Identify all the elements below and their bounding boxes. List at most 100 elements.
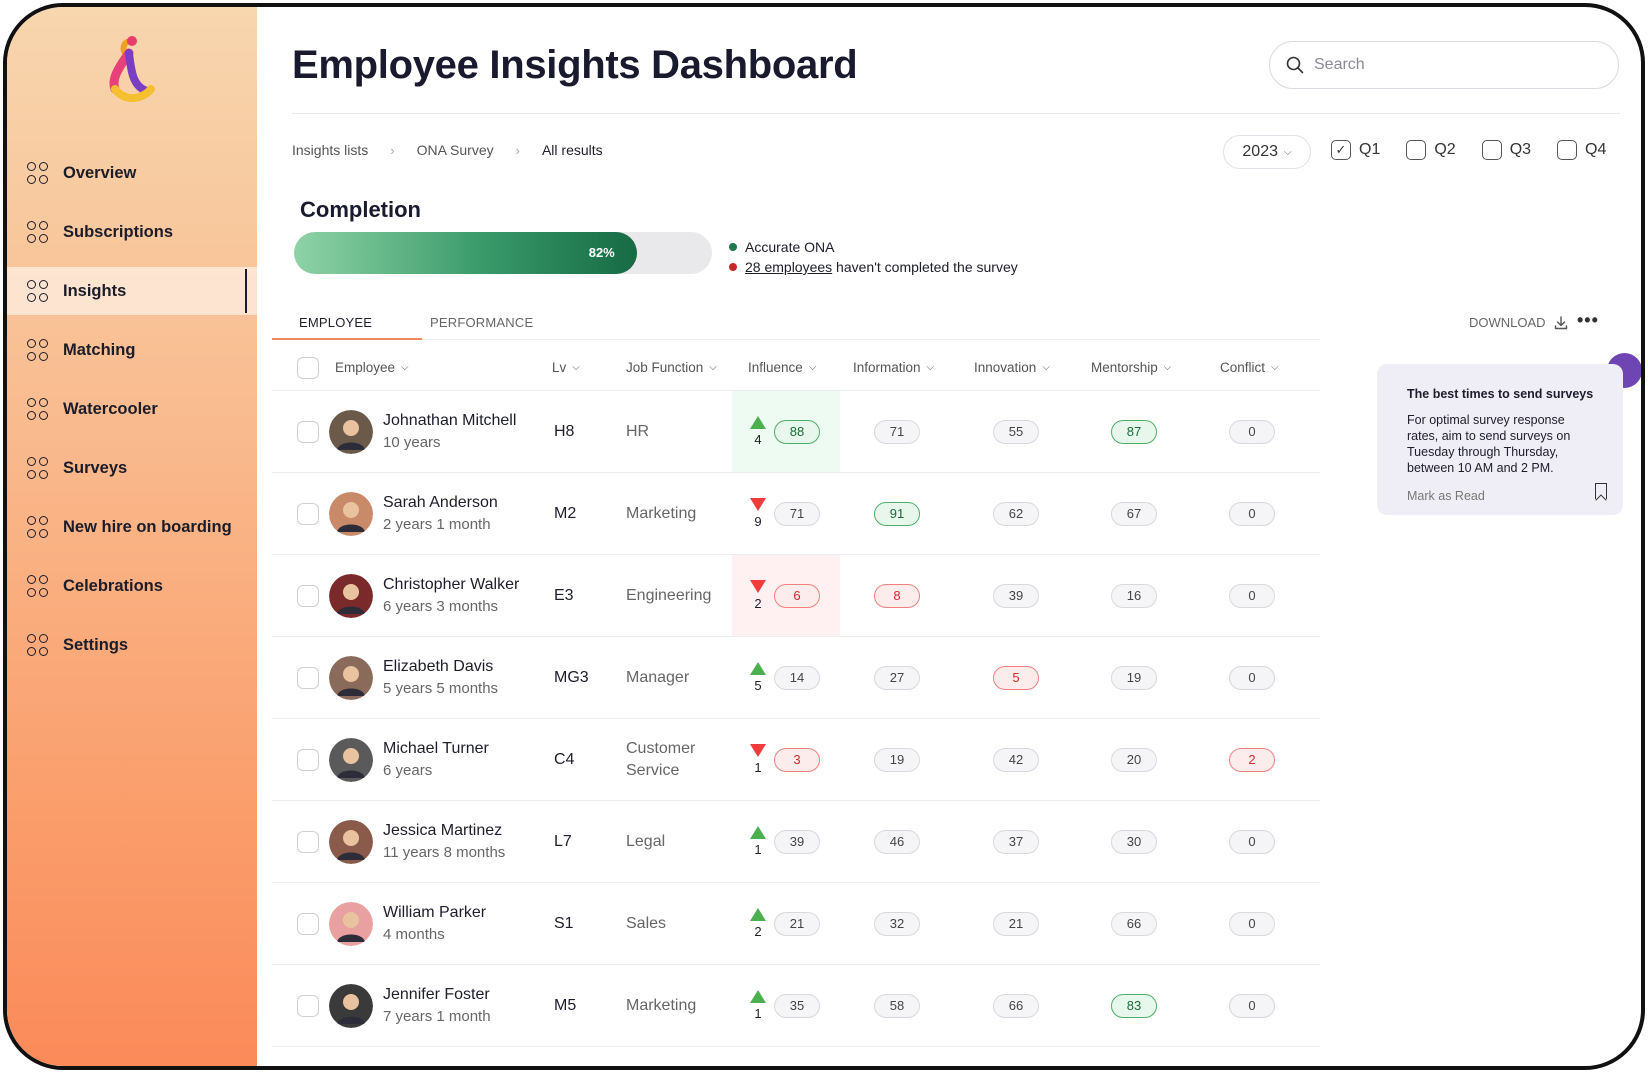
information-score: 58 (874, 993, 920, 1018)
row-checkbox[interactable] (297, 830, 319, 853)
chevron-down-icon: ⌵ (808, 362, 817, 373)
red-dot-icon (729, 263, 737, 271)
completion-title: Completion (300, 197, 421, 222)
header-employee[interactable]: Employee ⌵ (335, 360, 409, 375)
sidebar-item-watercooler[interactable]: Watercooler (7, 385, 257, 433)
breadcrumb-insights-lists[interactable]: Insights lists (292, 142, 369, 158)
header-employee-label: Employee (335, 360, 396, 375)
header-divider (292, 113, 1620, 114)
search-input[interactable] (1314, 56, 1594, 74)
grid-icon (27, 457, 49, 479)
sidebar-item-insights[interactable]: Insights (7, 267, 257, 315)
employee-name[interactable]: Christopher Walker (383, 576, 520, 593)
avatar (329, 737, 373, 782)
chevron-right-icon: › (390, 142, 395, 158)
table-row[interactable]: Elizabeth Davis 5 years 5 months MG3 Manage… (272, 637, 1320, 719)
innovation-score: 66 (993, 993, 1039, 1018)
trend-down-icon (750, 498, 766, 511)
table-row[interactable]: Johnathan Mitchell 10 years H8 HR 4 88 71 55 87 0 (272, 391, 1320, 473)
information-score: 19 (874, 747, 920, 772)
sidebar-item-celebrations[interactable]: Celebrations (7, 562, 257, 610)
sidebar-item-new-hire-on-boarding[interactable]: New hire on boarding (7, 503, 257, 551)
row-checkbox[interactable] (297, 502, 319, 525)
employee-tenure: 7 years 1 month (383, 1008, 491, 1025)
legend-accurate-ona: Accurate ONA (745, 239, 835, 255)
employee-level: C4 (554, 750, 575, 768)
quarter-q4-checkbox[interactable]: Q4 (1557, 140, 1606, 160)
table-row[interactable]: Jessica Martinez 11 years 8 months L7 Legal… (272, 801, 1320, 883)
row-checkbox[interactable] (297, 584, 319, 607)
quarter-q3-checkbox[interactable]: Q3 (1481, 140, 1531, 160)
employee-name[interactable]: Elizabeth Davis (383, 658, 494, 675)
completion-legend: Accurate ONA 28 employees haven't comple… (729, 237, 1018, 277)
tab-performance[interactable]: PERFORMANCE (430, 315, 534, 330)
select-all-checkbox[interactable] (297, 356, 319, 379)
avatar (329, 491, 373, 536)
employee-table: Employee ⌵ Lv ⌵ Job Function ⌵ Influence ⌵ I… (272, 345, 1320, 1047)
sidebar-item-label: Overview (63, 163, 137, 182)
quarter-q1-checkbox[interactable]: ✓ Q1 (1331, 140, 1380, 160)
table-row[interactable]: Christopher Walker 6 years 3 months E3 Engi… (272, 555, 1320, 637)
header-mentorship[interactable]: Mentorship ⌵ (1091, 360, 1171, 375)
header-information[interactable]: Information ⌵ (853, 360, 934, 375)
app-logo (109, 36, 155, 102)
employee-name[interactable]: Johnathan Mitchell (383, 412, 517, 429)
mark-as-read-link[interactable]: Mark as Read (1407, 489, 1485, 503)
employees-link[interactable]: 28 employees (745, 259, 833, 275)
row-checkbox[interactable] (297, 912, 319, 935)
year-select[interactable]: 2023 ⌵ (1223, 135, 1311, 169)
sidebar-item-surveys[interactable]: Surveys (7, 444, 257, 492)
trend-value: 9 (754, 514, 762, 529)
employee-name[interactable]: Sarah Anderson (383, 494, 498, 511)
trend-indicator: 1 (750, 826, 766, 857)
employee-tenure: 6 years (383, 762, 433, 779)
breadcrumb-ona-survey[interactable]: ONA Survey (416, 142, 494, 158)
sidebar-item-settings[interactable]: Settings (7, 621, 257, 669)
header-conflict[interactable]: Conflict ⌵ (1220, 360, 1279, 375)
sidebar-item-label: Insights (63, 281, 127, 300)
header-mentorship-label: Mentorship (1091, 360, 1158, 375)
table-row[interactable]: William Parker 4 months S1 Sales 2 21 32 21 66 0 (272, 883, 1320, 965)
row-checkbox[interactable] (297, 994, 319, 1017)
mentorship-score: 19 (1111, 665, 1157, 690)
sidebar-item-subscriptions[interactable]: Subscriptions (7, 208, 257, 256)
employee-name[interactable]: Michael Turner (383, 740, 489, 757)
header-lv[interactable]: Lv ⌵ (552, 360, 580, 375)
bookmark-icon[interactable] (1595, 483, 1607, 499)
trend-indicator: 2 (750, 580, 766, 611)
conflict-score: 0 (1229, 419, 1275, 444)
quarter-q2-checkbox[interactable]: Q2 (1406, 140, 1456, 160)
row-checkbox[interactable] (297, 748, 319, 771)
trend-indicator: 2 (750, 908, 766, 939)
download-button[interactable]: DOWNLOAD (1469, 315, 1568, 330)
row-checkbox[interactable] (297, 420, 319, 443)
grid-icon (27, 516, 49, 538)
search-box[interactable] (1269, 41, 1619, 89)
header-innovation[interactable]: Innovation ⌵ (974, 360, 1050, 375)
conflict-score: 0 (1229, 665, 1275, 690)
avatar (329, 573, 373, 618)
quarter-label: Q4 (1585, 141, 1607, 158)
row-checkbox[interactable] (297, 666, 319, 689)
more-options-icon[interactable]: ••• (1577, 310, 1599, 330)
sidebar-item-overview[interactable]: Overview (7, 149, 257, 197)
trend-up-icon (750, 990, 766, 1003)
trend-up-icon (750, 662, 766, 675)
information-score: 91 (874, 501, 920, 526)
employee-name[interactable]: Jennifer Foster (383, 986, 490, 1003)
innovation-score: 39 (993, 583, 1039, 608)
employee-name[interactable]: Jessica Martinez (383, 822, 503, 839)
tab-employee[interactable]: EMPLOYEE (299, 315, 373, 330)
mentorship-score: 20 (1111, 747, 1157, 772)
table-row[interactable]: Jennifer Foster 7 years 1 month M5 Marketin… (272, 965, 1320, 1047)
employee-name[interactable]: William Parker (383, 904, 487, 921)
header-job-label: Job Function (626, 360, 704, 375)
tip-title: The best times to send surveys (1407, 387, 1594, 401)
table-row[interactable]: Sarah Anderson 2 years 1 month M2 Marketing… (272, 473, 1320, 555)
sidebar-item-matching[interactable]: Matching (7, 326, 257, 374)
table-row[interactable]: Michael Turner 6 years C4 Customer Service 1… (272, 719, 1320, 801)
information-score: 32 (874, 911, 920, 936)
header-influence[interactable]: Influence ⌵ (748, 360, 816, 375)
trend-up-icon (750, 416, 766, 429)
header-job-function[interactable]: Job Function ⌵ (626, 360, 717, 375)
